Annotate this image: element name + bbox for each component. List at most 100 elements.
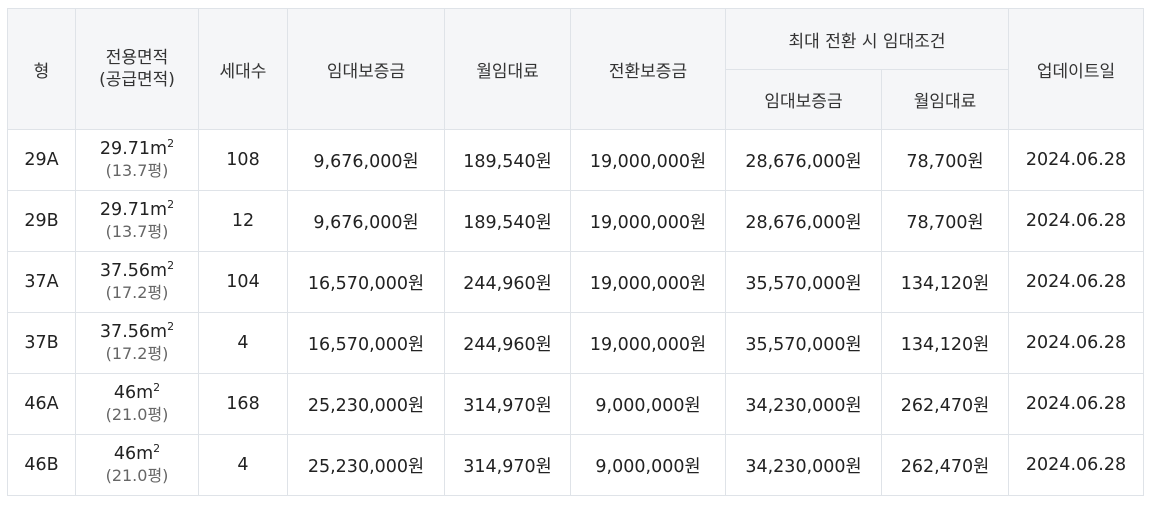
cell-deposit: 9,676,000원 (287, 190, 445, 252)
header-deposit: 임대보증금 (287, 8, 445, 130)
cell-monthly-rent: 314,970원 (444, 373, 571, 435)
area-unit-superscript: 2 (167, 198, 175, 212)
cell-max-deposit: 34,230,000원 (725, 434, 882, 496)
cell-max-deposit: 35,570,000원 (725, 251, 882, 313)
cell-deposit: 25,230,000원 (287, 373, 445, 435)
table-row: 46A 46m2 (21.0평) 168 25,230,000원 314,970… (7, 373, 1145, 435)
header-monthly-rent: 월임대료 (444, 8, 571, 130)
table-body: 29A 29.71m2 (13.7평) 108 9,676,000원 189,5… (7, 129, 1145, 496)
cell-max-monthly-rent: 262,470원 (880, 373, 1010, 435)
cell-area: 29.71m2 (13.7평) (75, 129, 199, 191)
cell-households: 4 (198, 434, 288, 496)
area-supply: (17.2평) (105, 283, 169, 302)
header-area-line1: 전용면적 (105, 48, 169, 68)
header-households: 세대수 (198, 8, 288, 130)
cell-area: 37.56m2 (17.2평) (75, 312, 199, 374)
area-exclusive: 37.56m (99, 322, 168, 342)
table-row: 46B 46m2 (21.0평) 4 25,230,000원 314,970원 … (7, 434, 1145, 496)
cell-conversion-deposit: 19,000,000원 (570, 251, 726, 313)
area-unit-superscript: 2 (153, 381, 161, 395)
cell-households: 108 (198, 129, 288, 191)
header-update-date: 업데이트일 (1008, 8, 1145, 130)
area-value: 37.56m2 (76, 260, 198, 282)
cell-update-date: 2024.06.28 (1008, 434, 1145, 496)
cell-conversion-deposit: 19,000,000원 (570, 190, 726, 252)
area-supply: (13.7평) (105, 222, 169, 241)
area-exclusive: 29.71m (99, 200, 168, 220)
cell-max-monthly-rent: 134,120원 (880, 312, 1010, 374)
cell-type: 37A (7, 251, 76, 313)
cell-deposit: 16,570,000원 (287, 251, 445, 313)
header-max-deposit: 임대보증금 (725, 69, 882, 130)
cell-type: 37B (7, 312, 76, 374)
cell-conversion-deposit: 19,000,000원 (570, 129, 726, 191)
table-row: 29A 29.71m2 (13.7평) 108 9,676,000원 189,5… (7, 129, 1145, 191)
cell-update-date: 2024.06.28 (1008, 129, 1145, 191)
cell-type: 46B (7, 434, 76, 496)
rental-conditions-table-container: 형 전용면적 (공급면적) 세대수 임대보증금 월임대료 전환보증금 최대 전환… (7, 8, 1145, 496)
area-exclusive: 46m (113, 383, 154, 403)
cell-area: 37.56m2 (17.2평) (75, 251, 199, 313)
cell-deposit: 16,570,000원 (287, 312, 445, 374)
area-unit-superscript: 2 (167, 259, 175, 273)
cell-type: 29A (7, 129, 76, 191)
header-conversion-deposit: 전환보증금 (570, 8, 726, 130)
cell-max-deposit: 28,676,000원 (725, 129, 882, 191)
cell-deposit: 9,676,000원 (287, 129, 445, 191)
cell-update-date: 2024.06.28 (1008, 312, 1145, 374)
area-unit-superscript: 2 (167, 137, 175, 151)
cell-conversion-deposit: 9,000,000원 (570, 434, 726, 496)
cell-monthly-rent: 314,970원 (444, 434, 571, 496)
area-value: 29.71m2 (76, 138, 198, 160)
header-area-line2: (공급면적) (99, 70, 175, 90)
cell-households: 12 (198, 190, 288, 252)
area-value: 37.56m2 (76, 321, 198, 343)
area-exclusive: 46m (113, 444, 154, 464)
cell-update-date: 2024.06.28 (1008, 251, 1145, 313)
area-supply: (21.0평) (105, 466, 169, 485)
header-max-conversion-group: 최대 전환 시 임대조건 (724, 8, 1010, 70)
cell-area: 46m2 (21.0평) (75, 434, 199, 496)
area-exclusive: 29.71m (99, 139, 168, 159)
area-exclusive: 37.56m (99, 261, 168, 281)
table-row: 29B 29.71m2 (13.7평) 12 9,676,000원 189,54… (7, 190, 1145, 252)
cell-type: 29B (7, 190, 76, 252)
area-supply: (13.7평) (105, 161, 169, 180)
rental-conditions-table: 형 전용면적 (공급면적) 세대수 임대보증금 월임대료 전환보증금 최대 전환… (7, 8, 1145, 496)
cell-monthly-rent: 189,540원 (444, 190, 571, 252)
area-value: 46m2 (76, 443, 198, 465)
area-value: 29.71m2 (76, 199, 198, 221)
cell-area: 29.71m2 (13.7평) (75, 190, 199, 252)
area-unit-superscript: 2 (153, 442, 161, 456)
area-unit-superscript: 2 (167, 320, 175, 334)
cell-max-deposit: 34,230,000원 (725, 373, 882, 435)
cell-update-date: 2024.06.28 (1008, 190, 1145, 252)
header-row-primary: 형 전용면적 (공급면적) 세대수 임대보증금 월임대료 전환보증금 최대 전환… (7, 8, 1145, 130)
area-supply: (21.0평) (105, 405, 169, 424)
cell-max-deposit: 35,570,000원 (725, 312, 882, 374)
cell-households: 104 (198, 251, 288, 313)
cell-monthly-rent: 189,540원 (444, 129, 571, 191)
header-area: 전용면적 (공급면적) (75, 8, 199, 130)
cell-type: 46A (7, 373, 76, 435)
cell-households: 4 (198, 312, 288, 374)
cell-monthly-rent: 244,960원 (444, 251, 571, 313)
table-row: 37A 37.56m2 (17.2평) 104 16,570,000원 244,… (7, 251, 1145, 313)
header-max-monthly-rent: 월임대료 (880, 69, 1010, 130)
cell-conversion-deposit: 19,000,000원 (570, 312, 726, 374)
cell-deposit: 25,230,000원 (287, 434, 445, 496)
cell-update-date: 2024.06.28 (1008, 373, 1145, 435)
table-header: 형 전용면적 (공급면적) 세대수 임대보증금 월임대료 전환보증금 최대 전환… (7, 8, 1145, 130)
header-type: 형 (7, 8, 76, 130)
cell-max-monthly-rent: 78,700원 (880, 129, 1010, 191)
cell-max-monthly-rent: 134,120원 (880, 251, 1010, 313)
area-value: 46m2 (76, 382, 198, 404)
header-row-secondary: 임대보증금 월임대료 (8, 69, 1144, 130)
cell-max-monthly-rent: 262,470원 (880, 434, 1010, 496)
cell-households: 168 (198, 373, 288, 435)
area-supply: (17.2평) (105, 344, 169, 363)
cell-max-deposit: 28,676,000원 (725, 190, 882, 252)
cell-max-monthly-rent: 78,700원 (880, 190, 1010, 252)
table-row: 37B 37.56m2 (17.2평) 4 16,570,000원 244,96… (7, 312, 1145, 374)
cell-conversion-deposit: 9,000,000원 (570, 373, 726, 435)
